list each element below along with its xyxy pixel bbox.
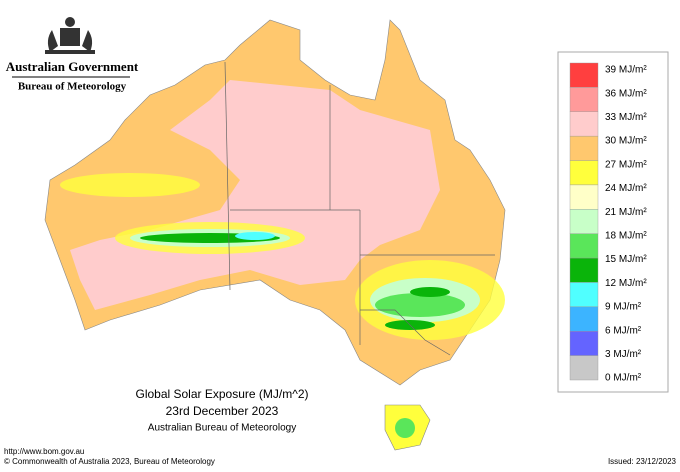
map-date: 23rd December 2023 [166,404,279,418]
legend-swatch [569,355,599,381]
map-source: Australian Bureau of Meteorology [148,423,296,434]
footer-url: http://www.bom.gov.au [4,447,84,456]
australia-map [44,19,506,451]
legend-swatch [569,135,599,161]
legend-label: 15 MJ/m² [605,254,647,265]
legend-swatch [569,184,599,210]
map-title: Global Solar Exposure (MJ/m^2) [135,387,308,401]
gov-subtitle: Bureau of Meteorology [18,81,127,93]
legend-swatch [569,209,599,234]
legend-label: 24 MJ/m² [605,183,647,194]
crest [45,17,95,54]
legend-label: 30 MJ/m² [605,136,647,147]
legend-label: 3 MJ/m² [605,349,642,360]
legend-swatch [569,160,599,186]
legend-label: 21 MJ/m² [605,207,647,218]
legend-swatch [569,111,599,137]
legend-swatch [569,331,599,356]
gov-title: Australian Government [6,59,139,74]
legend: 39 MJ/m² 36 MJ/m² 33 MJ/m² 30 MJ/m² 27 MJ/m²… [557,51,669,393]
legend-swatch [569,306,599,332]
legend-label: 6 MJ/m² [605,325,642,336]
legend-label: 18 MJ/m² [605,230,647,241]
legend-label: 36 MJ/m² [605,88,647,99]
legend-label: 33 MJ/m² [605,112,647,123]
legend-swatch [569,233,599,259]
legend-label: 39 MJ/m² [605,65,647,76]
footer-copyright: © Commonwealth of Australia 2023, Bureau… [4,457,215,466]
legend-swatch [569,257,599,283]
legend-swatch [569,282,599,308]
legend-label: 9 MJ/m² [605,302,642,313]
legend-label: 27 MJ/m² [605,159,647,170]
footer-issued: Issued: 23/12/2023 [608,457,677,466]
legend-swatch [569,87,599,112]
legend-swatch [569,62,599,88]
legend-label: 12 MJ/m² [605,278,647,289]
legend-label: 0 MJ/m² [605,373,642,384]
